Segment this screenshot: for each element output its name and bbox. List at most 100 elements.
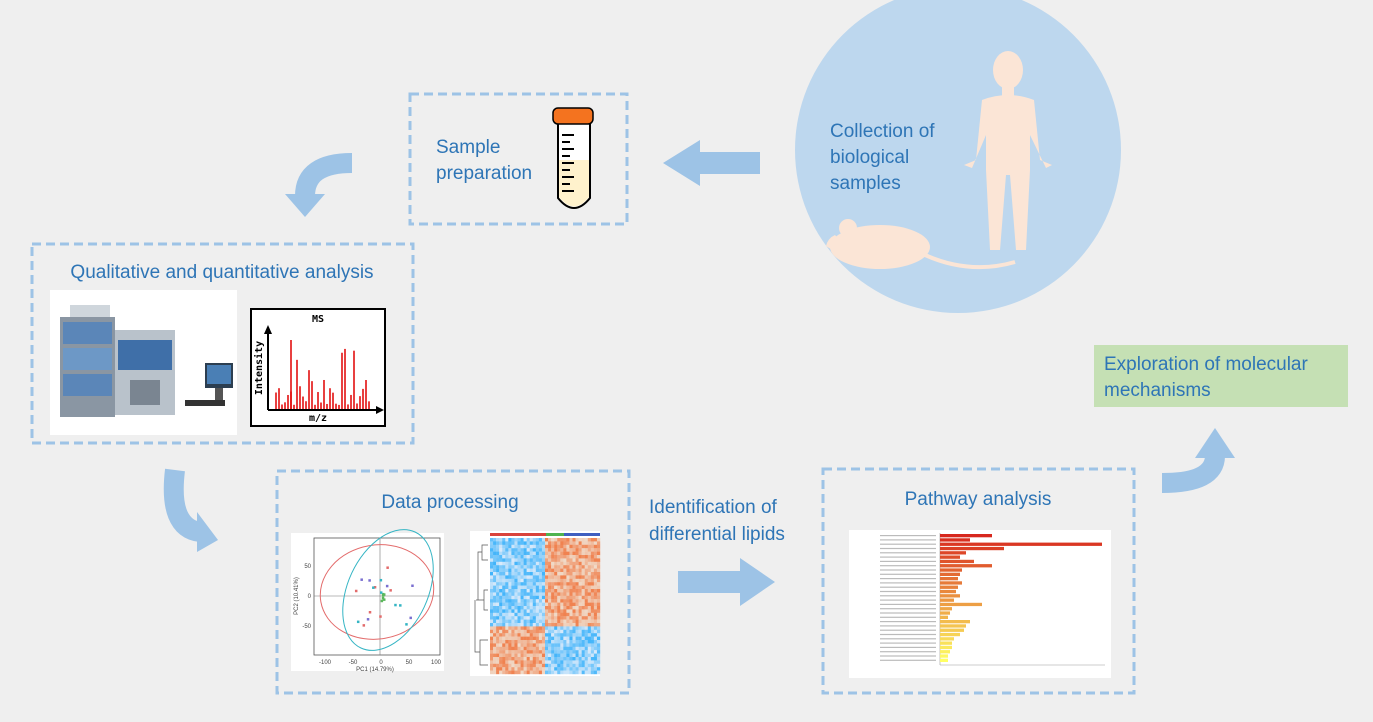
heatmap-cell	[499, 572, 503, 576]
heatmap-cell	[520, 544, 524, 549]
heatmap-cell	[584, 555, 588, 559]
heatmap-cell	[563, 650, 567, 654]
pathway-bar-label	[880, 642, 936, 644]
heatmap-cell	[541, 541, 546, 545]
heatmap-cell	[569, 572, 573, 576]
heatmap-cell	[551, 640, 555, 644]
heatmap-cell	[572, 653, 576, 658]
heatmap-cell	[557, 589, 561, 593]
heatmap-cell	[545, 565, 549, 569]
heatmap-cell	[541, 629, 546, 634]
heatmap-cell	[496, 640, 500, 644]
heatmap-cell	[541, 653, 546, 658]
heatmap-cell	[545, 538, 549, 542]
heatmap-cell	[499, 595, 503, 600]
heatmap-cell	[587, 548, 592, 552]
heatmap-cell	[496, 650, 500, 654]
heatmap-cell	[581, 575, 585, 579]
heatmap-cell	[596, 555, 601, 559]
heatmap-cell	[541, 565, 546, 569]
heatmap-cell	[545, 541, 549, 545]
heatmap-cell	[584, 663, 588, 668]
heatmap-cell	[584, 667, 588, 671]
heatmap-cell	[520, 629, 524, 634]
heatmap-cell	[520, 636, 524, 641]
heatmap-cell	[557, 595, 561, 600]
heatmap-cell	[554, 548, 558, 552]
heatmap-cell	[596, 568, 601, 573]
heatmap-cell	[548, 646, 552, 651]
heatmap-cell	[499, 609, 503, 613]
heatmap-cell	[581, 640, 585, 644]
heatmap-cell	[593, 636, 598, 641]
axis-arrow	[264, 325, 272, 334]
heatmap-cell	[590, 629, 595, 634]
heatmap-cell	[496, 599, 500, 603]
heatmap-cell	[511, 538, 515, 542]
heatmap-cell	[520, 558, 524, 562]
heatmap-cell	[499, 667, 503, 671]
heatmap-cell	[490, 592, 494, 596]
pca-point	[372, 586, 375, 589]
heatmap-cell	[569, 602, 573, 607]
heatmap-cell	[508, 551, 512, 556]
heatmap-cell	[575, 565, 579, 569]
heatmap-cell	[587, 660, 592, 664]
heatmap-cell	[541, 578, 546, 583]
heatmap-cell	[517, 636, 521, 641]
heatmap-cell	[578, 551, 582, 556]
heatmap-cell	[548, 548, 552, 552]
heatmap-cell	[490, 609, 494, 613]
heatmap-cell	[493, 616, 497, 620]
heatmap-cell	[551, 578, 555, 583]
heatmap-cell	[548, 657, 552, 661]
heatmap-cell	[554, 589, 558, 593]
pca-point	[382, 598, 386, 601]
heatmap-cell	[551, 612, 555, 617]
heatmap-cell	[572, 538, 576, 542]
heatmap-cell	[532, 619, 537, 624]
heatmap-cell	[517, 555, 521, 559]
spectrum-y-label: Intensity	[253, 341, 265, 395]
heatmap-cell	[538, 551, 543, 556]
heatmap-cell	[502, 633, 506, 637]
heatmap-cell	[548, 626, 552, 630]
heatmap-cell	[499, 612, 503, 617]
pca-point	[360, 578, 363, 581]
heatmap-cell	[514, 541, 518, 545]
heatmap-cell	[496, 633, 500, 637]
heatmap-cell	[545, 551, 549, 556]
heatmap-cell	[502, 616, 506, 620]
heatmap-cell	[590, 551, 595, 556]
heatmap-cell	[496, 555, 500, 559]
heatmap-cell	[563, 606, 567, 610]
heatmap-cell	[545, 568, 549, 573]
heatmap-cell	[569, 575, 573, 579]
pathway-bar	[940, 559, 974, 564]
heatmap-cell	[496, 623, 500, 627]
heatmap-cell	[499, 585, 503, 590]
heatmap-cell	[502, 558, 506, 562]
heatmap-cell	[563, 646, 567, 651]
heatmap-cell	[593, 565, 598, 569]
heatmap-cell	[587, 619, 592, 624]
heatmap-cell	[505, 619, 509, 624]
heatmap-cell	[526, 650, 530, 654]
heatmap-cell	[499, 629, 503, 634]
heatmap-cell	[560, 643, 564, 647]
heatmap-cell	[493, 636, 497, 641]
heatmap-cell	[517, 667, 521, 671]
heatmap-cell	[557, 636, 561, 641]
heatmap-cell	[511, 667, 515, 671]
heatmap-cell	[590, 667, 595, 671]
heatmap-cell	[526, 633, 530, 637]
heatmap-cell	[499, 602, 503, 607]
heatmap-cell	[584, 636, 588, 641]
heatmap-cell	[596, 606, 601, 610]
heatmap-cell	[502, 544, 506, 549]
pca-point	[379, 591, 383, 594]
heatmap-cell	[548, 636, 552, 641]
axis-arrow	[376, 406, 384, 414]
heatmap-cell	[557, 606, 561, 610]
heatmap-cell	[505, 646, 509, 651]
